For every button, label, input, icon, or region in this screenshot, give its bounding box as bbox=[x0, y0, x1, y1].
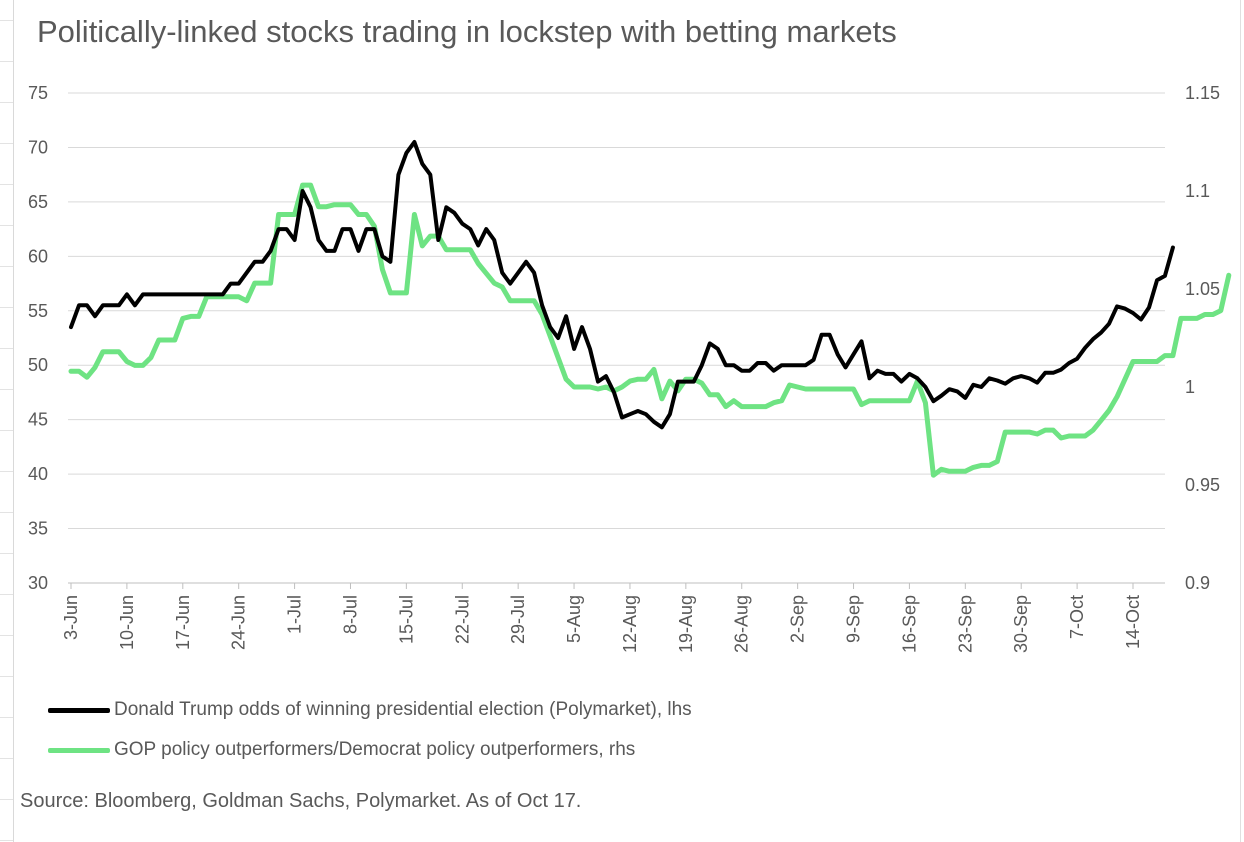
legend-label-trump: Donald Trump odds of winning presidentia… bbox=[114, 699, 692, 720]
y-left-tick-label: 40 bbox=[28, 464, 48, 484]
sheet-row-divider bbox=[0, 594, 13, 595]
y-right-tick-label: 1.15 bbox=[1185, 83, 1220, 103]
sheet-row-divider bbox=[0, 799, 13, 800]
series-lines bbox=[68, 140, 1232, 478]
x-tick-label: 10-Jun bbox=[117, 595, 137, 650]
y-left-tick-label: 35 bbox=[28, 519, 48, 539]
y-left-tick-label: 50 bbox=[28, 355, 48, 375]
sheet-row-divider bbox=[0, 266, 13, 267]
y-right-tick-label: 0.95 bbox=[1185, 475, 1220, 495]
sheet-row-divider bbox=[0, 348, 13, 349]
sheet-row-divider bbox=[0, 225, 13, 226]
sheet-row-divider bbox=[0, 512, 13, 513]
sheet-row-divider bbox=[0, 635, 13, 636]
y-left-tick-label: 30 bbox=[28, 573, 48, 593]
x-tick-label: 17-Jun bbox=[173, 595, 193, 650]
x-tick-label: 29-Jul bbox=[508, 595, 528, 644]
x-tick-label: 14-Oct bbox=[1123, 595, 1143, 649]
x-tick-label: 3-Jun bbox=[61, 595, 81, 640]
legend-label-gop: GOP policy outperformers/Democrat policy… bbox=[114, 739, 636, 760]
y-left-tick-label: 70 bbox=[28, 137, 48, 157]
y-right-tick-label: 0.9 bbox=[1185, 573, 1210, 593]
y-left-tick-label: 55 bbox=[28, 301, 48, 321]
sheet-row-header-strip bbox=[0, 0, 14, 842]
y-right-tick-label: 1.1 bbox=[1185, 181, 1210, 201]
y-left-tick-label: 60 bbox=[28, 246, 48, 266]
axes: 30 35 40 45 50 55 60 65 70 75 0.9 0.95 1 1.05 1.1 1.15 3… bbox=[28, 83, 1220, 653]
sheet-row-divider bbox=[0, 184, 13, 185]
gop-ratio-line bbox=[68, 182, 1232, 478]
x-tick-label: 22-Jul bbox=[452, 595, 472, 644]
sheet-row-divider bbox=[0, 553, 13, 554]
x-tick-label: 9-Sep bbox=[844, 595, 864, 643]
x-tick-label: 8-Jul bbox=[340, 595, 360, 634]
y-right-tick-label: 1.05 bbox=[1185, 279, 1220, 299]
x-tick-label: 5-Aug bbox=[564, 595, 584, 643]
y-left-tick-label: 65 bbox=[28, 192, 48, 212]
y-right-tick-label: 1 bbox=[1185, 377, 1195, 397]
sheet-row-divider bbox=[0, 840, 13, 841]
x-tick-label: 26-Aug bbox=[732, 595, 752, 653]
sheet-row-divider bbox=[0, 307, 13, 308]
x-tick-label: 2-Sep bbox=[788, 595, 808, 643]
x-tick-label: 19-Aug bbox=[676, 595, 696, 653]
source-note: Source: Bloomberg, Goldman Sachs, Polyma… bbox=[20, 790, 582, 812]
sheet-row-divider bbox=[0, 758, 13, 759]
y-left-tick-label: 45 bbox=[28, 410, 48, 430]
x-tick-label: 24-Jun bbox=[229, 595, 249, 650]
sheet-right-border bbox=[1240, 0, 1244, 842]
x-tick-label: 16-Sep bbox=[899, 595, 919, 653]
sheet-row-divider bbox=[0, 102, 13, 103]
x-tick-label: 1-Jul bbox=[285, 595, 305, 634]
x-tick-label: 23-Sep bbox=[955, 595, 975, 653]
sheet-row-divider bbox=[0, 430, 13, 431]
sheet-row-divider bbox=[0, 143, 13, 144]
gridlines bbox=[68, 92, 1165, 530]
y-left-tick-label: 75 bbox=[28, 83, 48, 103]
sheet-row-divider bbox=[0, 389, 13, 390]
x-tick-label: 30-Sep bbox=[1011, 595, 1031, 653]
legend-swatch-trump bbox=[48, 707, 110, 713]
legend-item-trump: Donald Trump odds of winning presidentia… bbox=[48, 690, 692, 730]
x-tick-label: 7-Oct bbox=[1067, 595, 1087, 639]
legend-item-gop: GOP policy outperformers/Democrat policy… bbox=[48, 730, 692, 770]
sheet-row-divider bbox=[0, 717, 13, 718]
sheet-row-divider bbox=[0, 61, 13, 62]
legend-swatch-gop bbox=[48, 747, 110, 753]
chart-title: Politically-linked stocks trading in loc… bbox=[37, 14, 897, 49]
trump-odds-line bbox=[69, 140, 1175, 430]
x-tick-label: 12-Aug bbox=[620, 595, 640, 653]
sheet-row-divider bbox=[0, 676, 13, 677]
legend: Donald Trump odds of winning presidentia… bbox=[48, 690, 692, 770]
sheet-row-divider bbox=[0, 471, 13, 472]
sheet-row-divider bbox=[0, 20, 13, 21]
x-tick-label: 15-Jul bbox=[396, 595, 416, 644]
